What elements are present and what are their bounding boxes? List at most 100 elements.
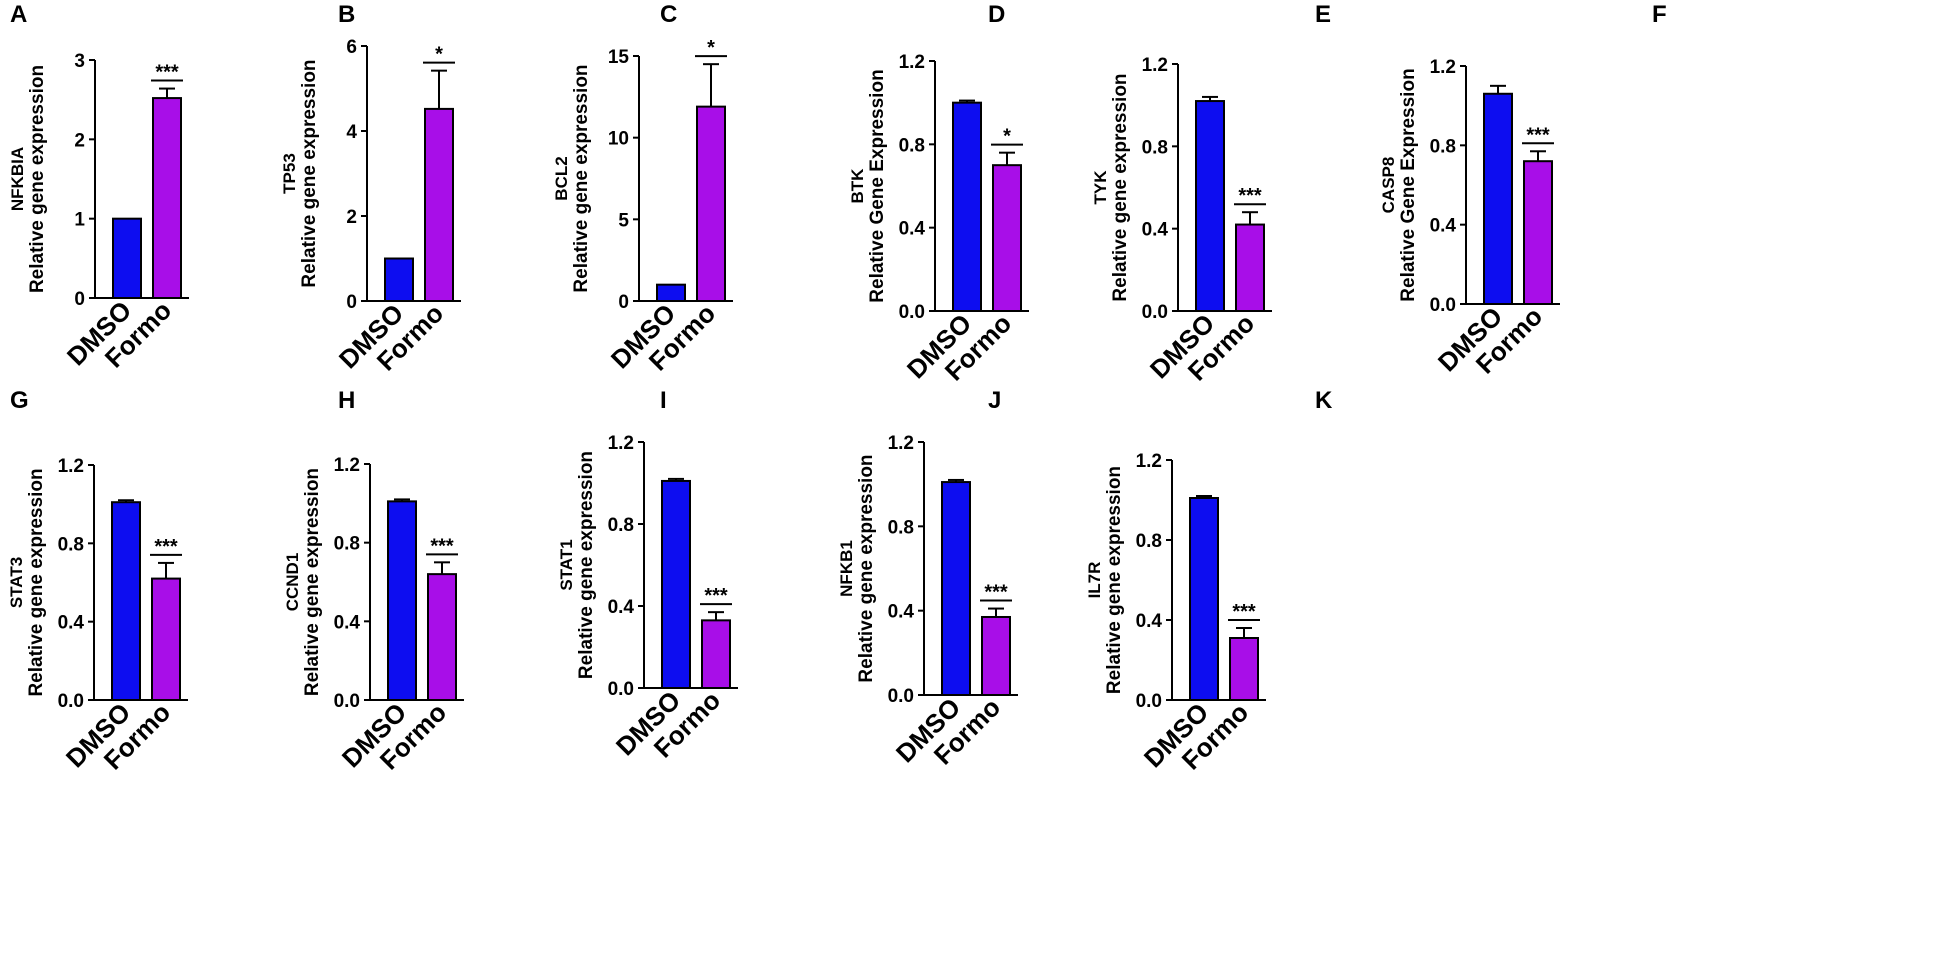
panel-g: G STAT3 Relative gene expression 0.0 0.4 0.8 1… xyxy=(7,387,188,775)
panel-letter: G xyxy=(10,387,29,414)
y-tick-label: 0 xyxy=(74,289,85,310)
y-tick-label: 1 xyxy=(74,210,85,231)
y-tick-label: 15 xyxy=(608,47,630,68)
significance-marker: *** xyxy=(1238,185,1262,207)
bar-formo xyxy=(981,615,1011,696)
y-tick-label: 1.2 xyxy=(1430,57,1456,78)
panel-letter: D xyxy=(988,1,1005,28)
panel-h: H CCND1 Relative gene expression 0.0 0.4 0.8 1… xyxy=(283,387,464,775)
y-tick-label: 0.4 xyxy=(608,597,635,618)
significance-marker: * xyxy=(435,44,443,66)
panel-letter: A xyxy=(10,1,27,28)
y-axis-label: Relative gene expression xyxy=(299,59,320,287)
bar-formo xyxy=(1523,160,1553,305)
y-axis-label: Relative gene expression xyxy=(1104,466,1125,694)
bar-dmso xyxy=(111,501,141,702)
y-axis-label: Relative gene expression xyxy=(1110,73,1131,301)
panel-k: K IL7R Relative gene expression 0.0 0.4 0.8 1.… xyxy=(1085,387,1333,775)
y-tick-label: 0.8 xyxy=(899,135,925,156)
y-tick-label: 0.8 xyxy=(334,534,360,555)
y-tick-label: 0.0 xyxy=(888,686,914,707)
y-tick-label: 0.0 xyxy=(608,679,634,700)
significance-marker: *** xyxy=(430,535,454,557)
bar-dmso xyxy=(1483,92,1513,306)
panel-letter: E xyxy=(1315,1,1331,28)
gene-label: BCL2 xyxy=(552,156,571,200)
panel-d: D BTK Relative Gene Expression 0.0 0.4 0.8 1.2… xyxy=(848,1,1029,386)
y-axis-label: Relative gene expression xyxy=(856,454,877,682)
panel-letter: B xyxy=(338,1,355,28)
bar-dmso xyxy=(1195,100,1225,312)
significance-marker: *** xyxy=(154,536,178,558)
bar-dmso xyxy=(112,217,142,300)
significance-marker: *** xyxy=(704,585,728,607)
y-tick-label: 0.8 xyxy=(58,534,84,555)
y-tick-label: 1.2 xyxy=(608,433,634,454)
y-tick-label: 1.2 xyxy=(1136,451,1162,472)
y-tick-label: 0.0 xyxy=(58,691,84,712)
y-tick-label: 0.0 xyxy=(1430,295,1456,316)
y-tick-label: 5 xyxy=(618,210,629,231)
y-tick-label: 10 xyxy=(608,129,629,150)
y-tick-label: 2 xyxy=(74,130,85,151)
gene-label: NFKBIA xyxy=(8,147,27,211)
gene-label: BTK xyxy=(848,168,867,204)
y-tick-label: 0.8 xyxy=(1136,531,1162,552)
bar-formo xyxy=(424,107,454,303)
bar-formo xyxy=(1235,223,1265,312)
y-tick-label: 1.2 xyxy=(899,52,925,73)
y-axis-label: Relative Gene Expression xyxy=(1398,68,1419,301)
panel-letter: K xyxy=(1315,387,1333,414)
bar-dmso xyxy=(952,101,982,312)
gene-label: CCND1 xyxy=(283,553,302,612)
bar-dmso xyxy=(384,257,414,302)
y-tick-label: 1.2 xyxy=(888,433,914,454)
panel-f: F CASP8 Relative Gene Expression 0.0 0.4 0.8 1… xyxy=(1379,1,1667,379)
significance-marker: *** xyxy=(984,582,1008,604)
y-tick-label: 0.0 xyxy=(899,302,925,323)
bar-dmso xyxy=(656,283,686,302)
bar-dmso xyxy=(387,500,417,701)
gene-label: CASP8 xyxy=(1379,157,1398,214)
y-tick-label: 0.0 xyxy=(1136,691,1162,712)
y-axis-label: Relative gene expression xyxy=(302,468,323,696)
bar-formo xyxy=(151,577,181,701)
y-tick-label: 2 xyxy=(346,207,357,228)
panel-j: J NFKB1 Relative gene expression 0.0 0.4 0.8 1… xyxy=(837,387,1018,770)
y-axis-label: Relative Gene Expression xyxy=(867,69,888,302)
significance-marker: * xyxy=(1003,126,1011,148)
y-tick-label: 0.8 xyxy=(1142,137,1168,158)
y-tick-label: 6 xyxy=(346,37,357,58)
gene-label: NFKB1 xyxy=(837,540,856,597)
y-tick-label: 3 xyxy=(74,51,85,72)
y-tick-label: 1.2 xyxy=(58,456,84,477)
y-tick-label: 0.4 xyxy=(899,219,926,240)
y-tick-label: 0.8 xyxy=(888,517,914,538)
gene-label: IL7R xyxy=(1085,562,1104,599)
y-tick-label: 0.4 xyxy=(888,602,915,623)
bar-formo xyxy=(696,105,726,302)
panel-letter: C xyxy=(660,1,677,28)
y-tick-label: 0 xyxy=(346,292,357,313)
bar-formo xyxy=(152,97,182,299)
y-tick-label: 1.2 xyxy=(1142,55,1168,76)
panel-letter: I xyxy=(660,387,667,414)
y-tick-label: 0.4 xyxy=(1136,611,1163,632)
y-axis-label: Relative gene expression xyxy=(576,451,597,679)
y-tick-label: 0.0 xyxy=(1142,302,1168,323)
y-tick-label: 0.8 xyxy=(1430,136,1456,157)
y-tick-label: 4 xyxy=(346,122,357,143)
y-tick-label: 0.8 xyxy=(608,515,634,536)
y-axis-label: Relative gene expression xyxy=(571,64,592,292)
y-tick-label: 0.4 xyxy=(1430,216,1457,237)
bar-dmso xyxy=(941,481,971,696)
gene-label: TYK xyxy=(1091,170,1110,205)
bar-formo xyxy=(427,573,457,702)
panel-letter: F xyxy=(1652,1,1667,28)
y-axis-label: Relative gene expression xyxy=(27,65,48,293)
y-tick-label: 0 xyxy=(618,292,629,313)
y-tick-label: 1.2 xyxy=(334,455,360,476)
panel-letter: J xyxy=(988,387,1001,414)
